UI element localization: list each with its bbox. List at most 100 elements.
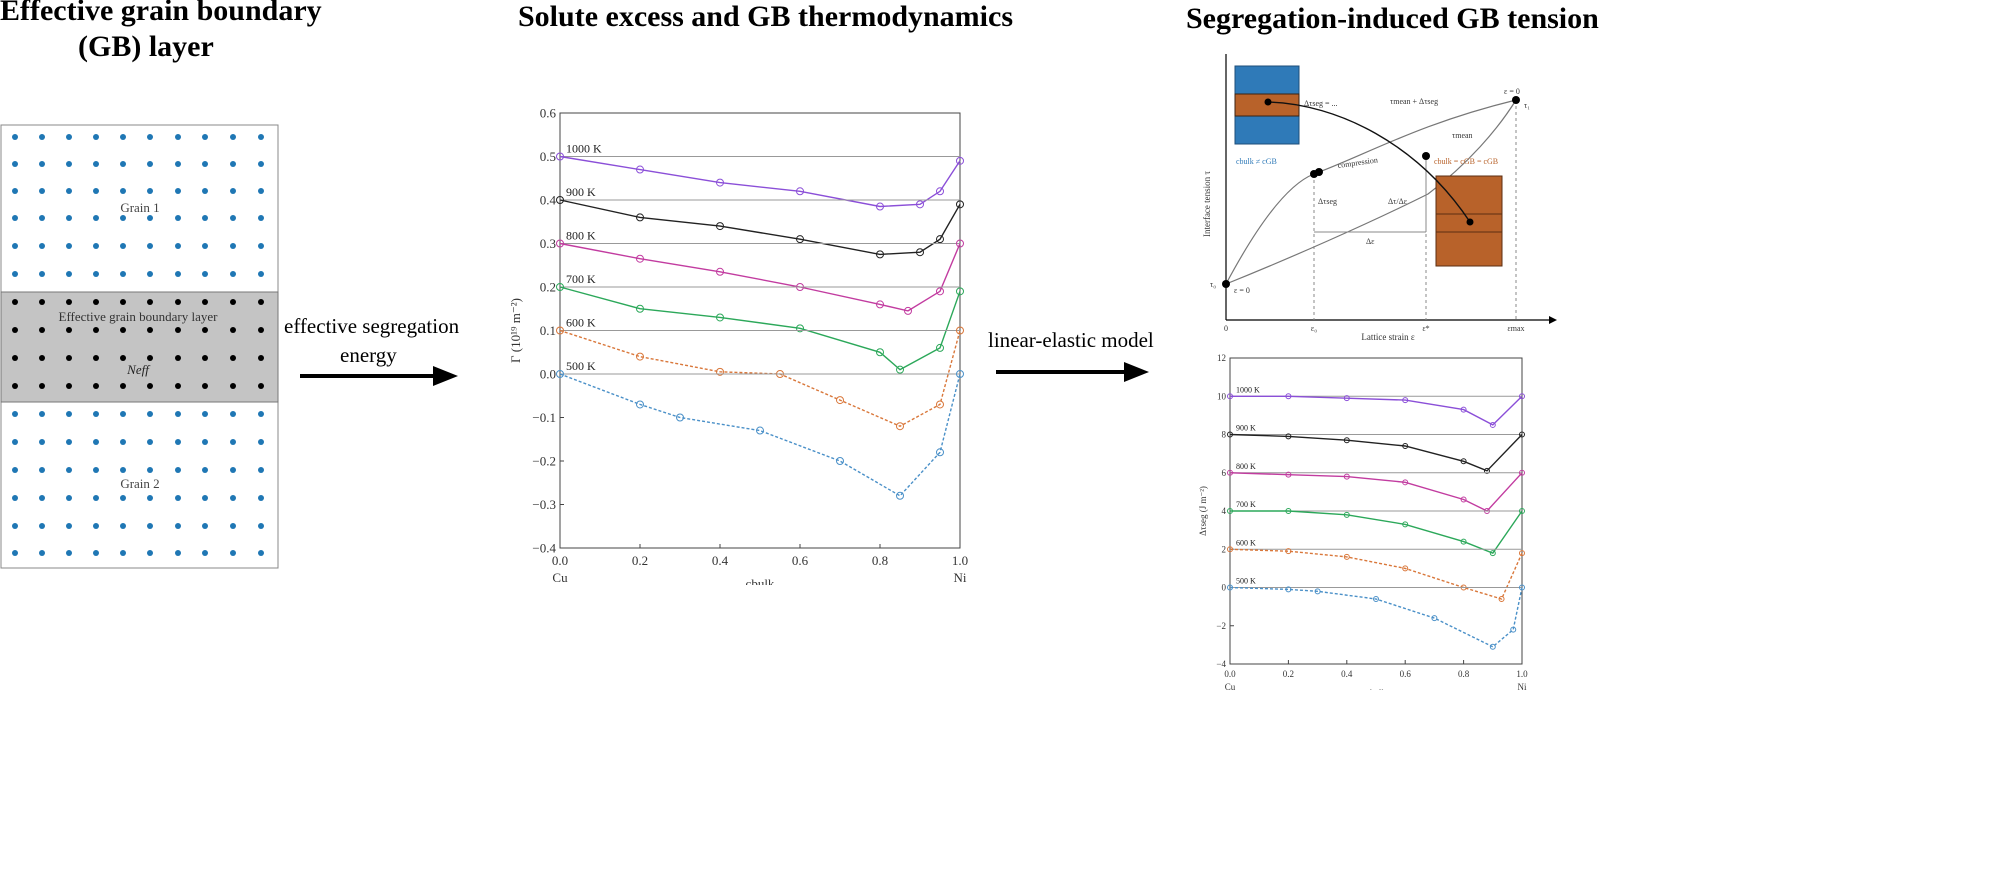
data-point	[1519, 431, 1525, 438]
lattice-atom	[175, 215, 181, 221]
y-axis-label: Γ (10¹⁹ m⁻²)	[508, 298, 523, 363]
solute-excess-chart: −0.4 −0.3 −0.2 −0.1 0.0 0.1 0.2 0.3 0.4 0.5 0.6 0.0…	[508, 106, 968, 585]
lattice-atom	[258, 188, 264, 194]
data-point	[716, 222, 724, 231]
lattice-atom	[66, 523, 72, 529]
lattice-atom	[12, 188, 18, 194]
lattice-atom	[12, 327, 18, 333]
lattice-atom	[258, 215, 264, 221]
data-point	[1314, 588, 1321, 595]
lattice-atom	[93, 243, 99, 249]
lattice-atom	[258, 355, 264, 361]
lattice-atom	[12, 271, 18, 277]
lattice-atom	[175, 495, 181, 501]
lattice-atom	[230, 495, 236, 501]
lattice-atom	[120, 495, 126, 501]
lattice-atom	[120, 161, 126, 167]
series-line	[1229, 433, 1523, 472]
lattice-atom	[147, 327, 153, 333]
lattice-atom	[147, 383, 153, 389]
gb-layer-label: Effective grain boundary layer	[59, 309, 219, 324]
lattice-atom	[230, 327, 236, 333]
lattice-atom	[12, 134, 18, 140]
data-point	[1510, 626, 1517, 633]
data-point	[896, 491, 904, 500]
lattice-atom	[230, 243, 236, 249]
lattice-atom	[39, 550, 45, 556]
data-point	[956, 326, 964, 335]
series-label: 600 K	[566, 316, 596, 330]
data-point	[796, 324, 804, 333]
left-title-line2: (GB) layer	[78, 30, 214, 63]
y-tick-label: −2	[1216, 621, 1226, 631]
y-tick-label: 0.4	[540, 193, 557, 208]
lattice-atom	[93, 383, 99, 389]
lattice-atom	[202, 271, 208, 277]
lattice-atom	[258, 161, 264, 167]
lattice-atom	[175, 271, 181, 277]
data-point	[1227, 431, 1233, 438]
lattice-atom	[12, 161, 18, 167]
data-point	[636, 304, 644, 313]
label-dtau-deps: Δτ/Δε	[1388, 197, 1408, 206]
x-tick-label: 0.6	[1400, 669, 1412, 679]
x-axis-label: cbulk	[746, 576, 775, 585]
y-tick-label: 10	[1217, 391, 1227, 401]
lattice-atom	[202, 467, 208, 473]
label-eps0: ε = 0	[1234, 286, 1250, 295]
y-axis-label: Δτseg (J m⁻²)	[1198, 486, 1208, 536]
lattice-atom	[258, 383, 264, 389]
lattice-atom	[258, 327, 264, 333]
lattice-atom	[202, 134, 208, 140]
data-point	[1343, 473, 1350, 480]
lattice-atom	[12, 299, 18, 305]
schematic-xlabel: Lattice strain ε	[1361, 332, 1414, 342]
data-point	[956, 239, 964, 248]
lattice-atom	[175, 243, 181, 249]
lattice-atom	[66, 439, 72, 445]
lattice-atom	[258, 439, 264, 445]
label-deps: Δε	[1366, 237, 1375, 246]
arrow2	[996, 362, 1149, 382]
lattice-atom	[39, 299, 45, 305]
data-point	[936, 400, 944, 409]
lattice-atom	[202, 299, 208, 305]
lattice-atom	[147, 161, 153, 167]
data-point	[1285, 471, 1292, 478]
lattice-atom	[230, 188, 236, 194]
lattice-atom	[12, 243, 18, 249]
data-point	[556, 196, 564, 204]
data-point	[636, 400, 644, 409]
lattice-atom	[202, 550, 208, 556]
lattice-atom	[147, 495, 153, 501]
lattice-atom	[230, 271, 236, 277]
series-label: 900 K	[1236, 424, 1256, 433]
lattice-atom	[12, 467, 18, 473]
x-tick-label: 0.8	[872, 553, 888, 568]
y-tick-label: 0.2	[540, 280, 556, 295]
lattice-atom	[12, 495, 18, 501]
series-line	[559, 373, 961, 497]
lattice-atom	[175, 355, 181, 361]
data-point	[1227, 393, 1233, 400]
data-point	[1460, 496, 1467, 503]
y-tick-label: 6	[1222, 468, 1227, 478]
lattice-atom	[39, 439, 45, 445]
lattice-atom	[120, 271, 126, 277]
x-tick-label: 0.4	[1341, 669, 1353, 679]
lattice-atom	[258, 134, 264, 140]
series-label: 800 K	[566, 229, 596, 243]
schematic-xtick-2: ε*	[1422, 324, 1429, 333]
data-point	[916, 200, 924, 209]
series-line	[1229, 548, 1523, 600]
lattice-atom	[202, 327, 208, 333]
data-point	[1460, 458, 1467, 465]
data-point	[1227, 546, 1233, 553]
lattice-atom	[230, 383, 236, 389]
data-point	[1343, 395, 1350, 402]
data-point	[1402, 479, 1409, 486]
lattice-atom	[39, 188, 45, 194]
lattice-atom	[12, 439, 18, 445]
lattice-atom	[202, 161, 208, 167]
lattice-atom	[258, 495, 264, 501]
